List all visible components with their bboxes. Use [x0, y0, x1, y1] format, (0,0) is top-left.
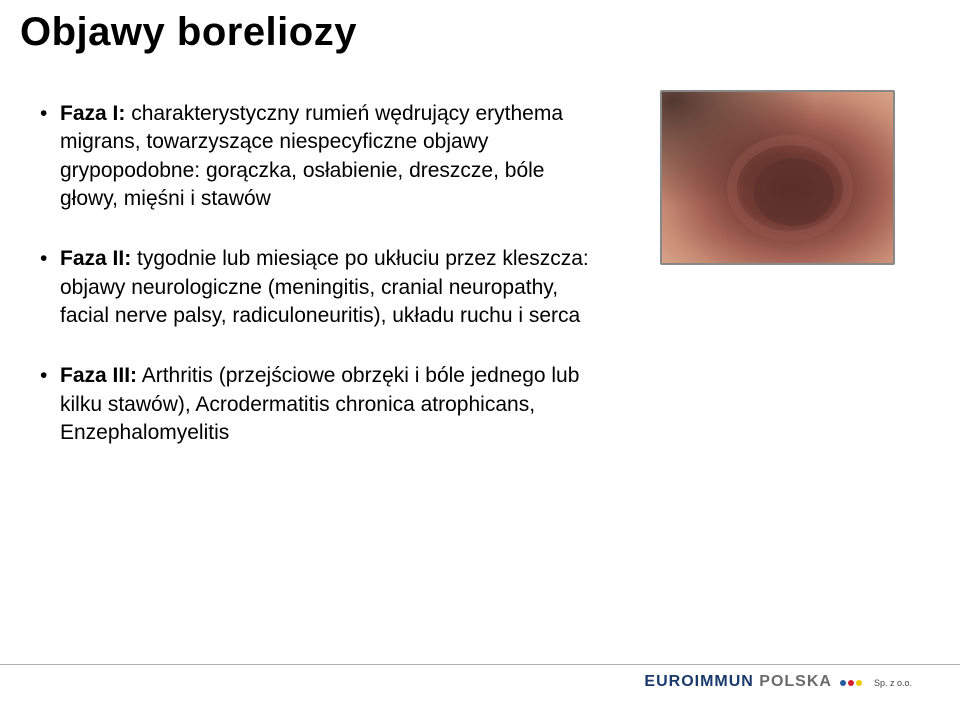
- phase-3-text: Arthritis (przejściowe obrzęki i bóle je…: [60, 364, 579, 444]
- bullet-phase-2: Faza II: tygodnie lub miesiące po ukłuci…: [40, 245, 600, 330]
- phase-3-label: Faza III:: [60, 364, 137, 387]
- footer-brand-a: EUROIMMUN: [644, 673, 753, 690]
- footer-divider: [0, 664, 960, 665]
- footer-dots-icon: [840, 680, 862, 686]
- footer-logo: EUROIMMUN POLSKA Sp. z o.o.: [644, 673, 912, 691]
- footer: EUROIMMUN POLSKA Sp. z o.o.: [644, 673, 912, 691]
- content-area: Faza I: charakterystyczny rumień wędrują…: [40, 100, 600, 479]
- page-title: Objawy boreliozy: [20, 10, 357, 55]
- footer-brand-b: POLSKA: [754, 673, 832, 690]
- footer-subtext: Sp. z o.o.: [874, 678, 912, 688]
- phase-1-label: Faza I:: [60, 102, 125, 125]
- phase-1-text: charakterystyczny rumień wędrujący eryth…: [60, 102, 563, 210]
- bullet-phase-1: Faza I: charakterystyczny rumień wędrują…: [40, 100, 600, 213]
- phase-2-label: Faza II:: [60, 247, 131, 270]
- phase-2-text: tygodnie lub miesiące po ukłuciu przez k…: [60, 247, 589, 327]
- bullet-phase-3: Faza III: Arthritis (przejściowe obrzęki…: [40, 362, 600, 447]
- footer-brand: EUROIMMUN POLSKA: [644, 673, 832, 691]
- clinical-photo: [660, 90, 895, 265]
